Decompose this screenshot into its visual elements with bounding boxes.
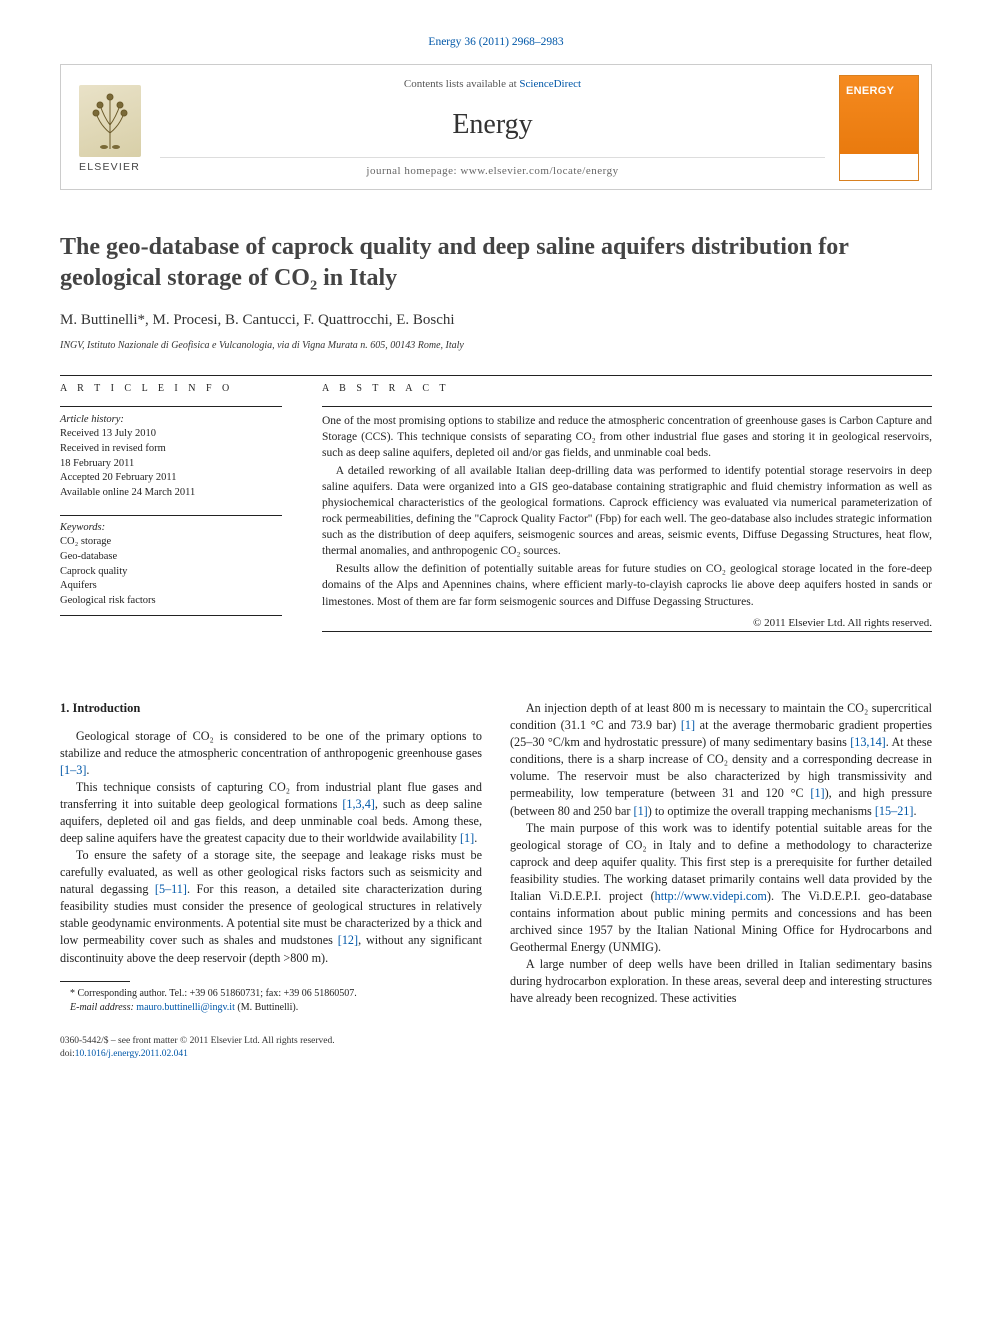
issn-line: 0360-5442/$ – see front matter © 2011 El…: [60, 1035, 932, 1048]
article-title: The geo-database of caprock quality and …: [60, 232, 932, 293]
abstract-p2: A detailed reworking of all available It…: [322, 463, 932, 560]
history-accepted: Accepted 20 February 2011: [60, 471, 282, 486]
masthead-center: Contents lists available at ScienceDirec…: [160, 75, 825, 181]
author-list: M. Buttinelli*, M. Procesi, B. Cantucci,…: [60, 310, 932, 331]
doi-line: doi:10.1016/j.energy.2011.02.041: [60, 1048, 932, 1061]
section-1-heading: 1. Introduction: [60, 700, 482, 718]
journal-masthead: ELSEVIER Contents lists available at Sci…: [60, 64, 932, 190]
article-history: Article history: Received 13 July 2010 R…: [60, 406, 282, 501]
publisher-logo-block: ELSEVIER: [73, 75, 146, 175]
body-p1: Geological storage of CO₂ is considered …: [60, 728, 482, 779]
keyword: Caprock quality: [60, 565, 282, 580]
keyword: Geo-database: [60, 550, 282, 565]
publisher-name: ELSEVIER: [79, 160, 140, 175]
doi-link[interactable]: 10.1016/j.energy.2011.02.041: [75, 1049, 188, 1059]
abstract-text: One of the most promising options to sta…: [322, 413, 932, 610]
history-revised-2: 18 February 2011: [60, 457, 282, 472]
body-p4: An injection depth of at least 800 m is …: [510, 700, 932, 820]
abstract-column: A B S T R A C T One of the most promisin…: [322, 382, 932, 639]
journal-cover-thumbnail: ENERGY: [839, 75, 919, 181]
ref-link[interactable]: [5–11]: [155, 882, 187, 896]
email-footnote: E-mail address: mauro.buttinelli@ingv.it…: [60, 1001, 482, 1015]
ref-link[interactable]: [1–3]: [60, 763, 86, 777]
journal-name: Energy: [160, 105, 825, 144]
abstract-p3: Results allow the definition of potentia…: [322, 561, 932, 609]
footnote-block: * Corresponding author. Tel.: +39 06 518…: [60, 981, 482, 1015]
email-link[interactable]: mauro.buttinelli@ingv.it: [136, 1002, 235, 1013]
history-online: Available online 24 March 2011: [60, 486, 282, 501]
keyword: Geological risk factors: [60, 594, 282, 609]
availability-line: Contents lists available at ScienceDirec…: [160, 77, 825, 92]
cover-title: ENERGY: [846, 84, 894, 99]
body-p2: This technique consists of capturing CO₂…: [60, 779, 482, 847]
citation-link[interactable]: Energy 36 (2011) 2968–2983: [428, 36, 563, 48]
journal-homepage-link[interactable]: www.elsevier.com/locate/energy: [460, 165, 618, 177]
abstract-p1: One of the most promising options to sta…: [322, 413, 932, 461]
abstract-copyright: © 2011 Elsevier Ltd. All rights reserved…: [322, 616, 932, 631]
body-two-column: 1. Introduction Geological storage of CO…: [60, 700, 932, 1015]
divider: [322, 631, 932, 632]
ref-link[interactable]: [13,14]: [850, 735, 886, 749]
footnote-separator: [60, 981, 130, 982]
keywords-heading: Keywords:: [60, 521, 282, 536]
ref-link[interactable]: [12]: [338, 933, 358, 947]
history-heading: Article history:: [60, 413, 282, 428]
homepage-line: journal homepage: www.elsevier.com/locat…: [160, 157, 825, 179]
article-info-column: A R T I C L E I N F O Article history: R…: [60, 382, 282, 639]
keyword: CO₂ storage: [60, 535, 282, 550]
ref-link[interactable]: [1,3,4]: [342, 797, 375, 811]
affiliation: INGV, Istituto Nazionale di Geofisica e …: [60, 339, 932, 353]
article-info-heading: A R T I C L E I N F O: [60, 382, 282, 396]
keywords-block: Keywords: CO₂ storage Geo-database Capro…: [60, 515, 282, 616]
ref-link[interactable]: [1]: [681, 718, 695, 732]
sciencedirect-link[interactable]: ScienceDirect: [519, 78, 581, 90]
ref-link[interactable]: [1]: [634, 804, 648, 818]
body-p3: To ensure the safety of a storage site, …: [60, 847, 482, 967]
abstract-heading: A B S T R A C T: [322, 382, 932, 396]
keyword: Aquifers: [60, 579, 282, 594]
body-p6: A large number of deep wells have been d…: [510, 956, 932, 1007]
elsevier-tree-icon: [79, 85, 141, 157]
divider: [322, 406, 932, 407]
front-matter-footer: 0360-5442/$ – see front matter © 2011 El…: [60, 1035, 932, 1062]
body-p5: The main purpose of this work was to ide…: [510, 820, 932, 957]
ref-link[interactable]: [15–21]: [875, 804, 914, 818]
external-link[interactable]: http://www.videpi.com: [655, 889, 767, 903]
divider: [60, 375, 932, 376]
ref-link[interactable]: [1]: [810, 786, 824, 800]
ref-link[interactable]: [1]: [460, 831, 474, 845]
citation-line: Energy 36 (2011) 2968–2983: [60, 34, 932, 50]
history-received: Received 13 July 2010: [60, 427, 282, 442]
history-revised-1: Received in revised form: [60, 442, 282, 457]
corresp-author-footnote: * Corresponding author. Tel.: +39 06 518…: [60, 987, 482, 1001]
